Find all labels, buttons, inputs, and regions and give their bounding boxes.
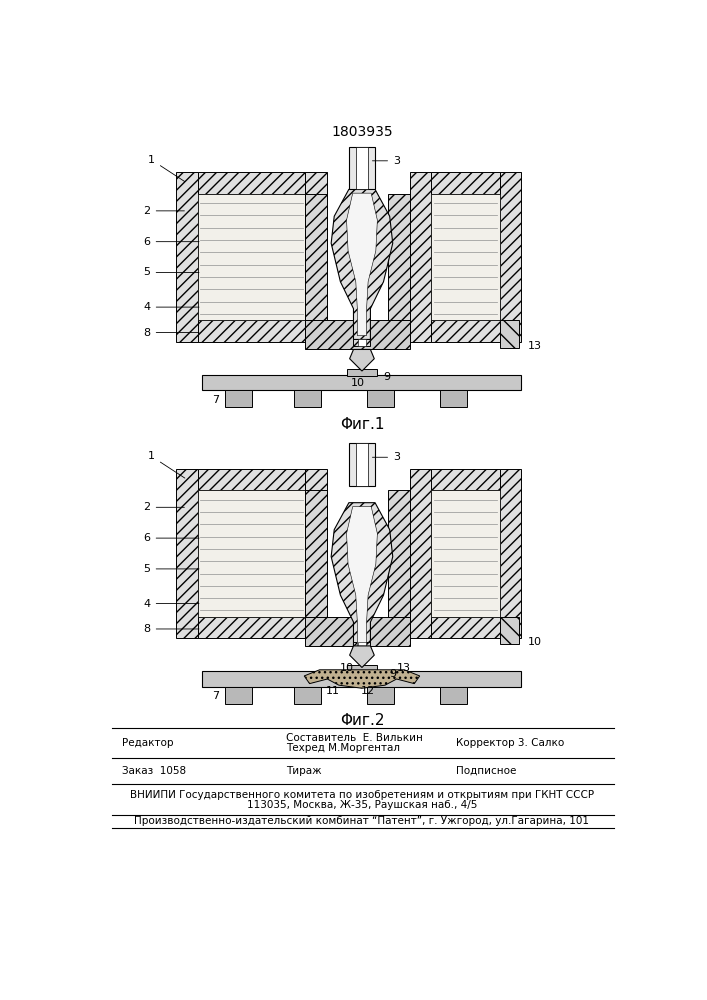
Text: Редактор: Редактор (122, 738, 174, 748)
Text: ВНИИПИ Государственного комитета по изобретениям и открытиям при ГКНТ СССР: ВНИИПИ Государственного комитета по изоб… (130, 790, 594, 800)
Text: 2: 2 (144, 206, 185, 216)
Bar (225, 390, 252, 407)
Text: 8: 8 (144, 624, 199, 634)
Text: 7: 7 (212, 691, 219, 701)
Bar (388, 194, 409, 320)
Text: 13: 13 (528, 341, 542, 351)
Bar (388, 490, 409, 617)
Bar (176, 469, 198, 638)
Text: Φиг.2: Φиг.2 (339, 713, 384, 728)
Text: 7: 7 (212, 395, 219, 405)
Bar (198, 469, 305, 490)
Text: Φиг.1: Φиг.1 (339, 417, 384, 432)
Bar (354, 642, 370, 653)
Bar (431, 617, 500, 638)
Bar (500, 320, 519, 348)
Bar (358, 642, 366, 653)
Bar (500, 469, 521, 638)
Text: 9: 9 (389, 669, 397, 679)
Bar (431, 172, 500, 194)
Bar (198, 617, 305, 638)
Text: Заказ  1058: Заказ 1058 (122, 766, 187, 776)
Bar (440, 687, 467, 704)
Polygon shape (346, 193, 378, 336)
Bar (346, 369, 378, 376)
Bar (349, 147, 375, 189)
Polygon shape (331, 189, 393, 339)
Text: 9: 9 (383, 372, 390, 382)
Text: 10: 10 (351, 378, 365, 388)
Text: Производственно-издательский комбинат “Патент”, г. Ужгород, ул.Гагарина, 101: Производственно-издательский комбинат “П… (134, 816, 590, 826)
Polygon shape (304, 670, 420, 688)
Bar (294, 390, 321, 407)
Bar (368, 687, 395, 704)
Text: 6: 6 (144, 533, 199, 543)
Bar (440, 390, 467, 407)
Text: 2: 2 (144, 502, 185, 512)
Text: Техред М.Моргентал: Техред М.Моргентал (286, 743, 400, 753)
Bar (176, 172, 198, 342)
Text: 8: 8 (144, 328, 199, 338)
Text: 10: 10 (528, 637, 542, 647)
Text: 1: 1 (148, 155, 185, 182)
Bar (409, 172, 431, 342)
Bar (409, 469, 431, 638)
Bar (431, 469, 500, 490)
Bar (354, 339, 370, 346)
Text: 1: 1 (148, 451, 185, 478)
Bar (346, 665, 378, 673)
Bar (305, 617, 409, 646)
Bar (305, 194, 327, 320)
Bar (305, 172, 327, 342)
Bar (349, 443, 375, 486)
Bar (201, 375, 521, 390)
Text: 113035, Москва, Ж-35, Раушская наб., 4/5: 113035, Москва, Ж-35, Раушская наб., 4/5 (247, 800, 477, 810)
Bar (198, 194, 305, 320)
Bar (356, 443, 368, 486)
Polygon shape (350, 349, 374, 371)
Text: 4: 4 (144, 302, 199, 312)
Bar (305, 490, 327, 617)
Bar (198, 172, 305, 194)
Bar (356, 147, 368, 189)
Bar (500, 172, 521, 342)
Text: 6: 6 (144, 237, 199, 247)
Bar (305, 469, 327, 638)
Bar (431, 194, 500, 320)
Bar (225, 687, 252, 704)
Text: 5: 5 (144, 564, 199, 574)
Bar (201, 671, 521, 687)
Bar (368, 390, 395, 407)
Bar (431, 490, 500, 617)
Text: 3: 3 (373, 452, 400, 462)
Polygon shape (346, 507, 378, 649)
Polygon shape (331, 503, 393, 653)
Text: 3: 3 (373, 156, 400, 166)
Text: 5: 5 (144, 267, 199, 277)
Text: Корректор 3. Салко: Корректор 3. Салко (456, 738, 564, 748)
Bar (305, 320, 409, 349)
Text: 11: 11 (326, 686, 339, 696)
Bar (198, 490, 305, 617)
Text: 13: 13 (397, 663, 411, 673)
Text: 10: 10 (339, 663, 354, 673)
Bar (294, 687, 321, 704)
Text: 1803935: 1803935 (331, 125, 393, 139)
Text: Подписное: Подписное (456, 766, 516, 776)
Text: Составитель  Е. Вилькин: Составитель Е. Вилькин (286, 733, 423, 743)
Text: 12: 12 (361, 686, 375, 696)
Text: 4: 4 (144, 599, 199, 609)
Bar (500, 617, 519, 644)
Polygon shape (350, 646, 374, 667)
Bar (358, 339, 366, 346)
Bar (431, 320, 500, 342)
Text: Тираж: Тираж (286, 766, 322, 776)
Bar (198, 320, 305, 342)
